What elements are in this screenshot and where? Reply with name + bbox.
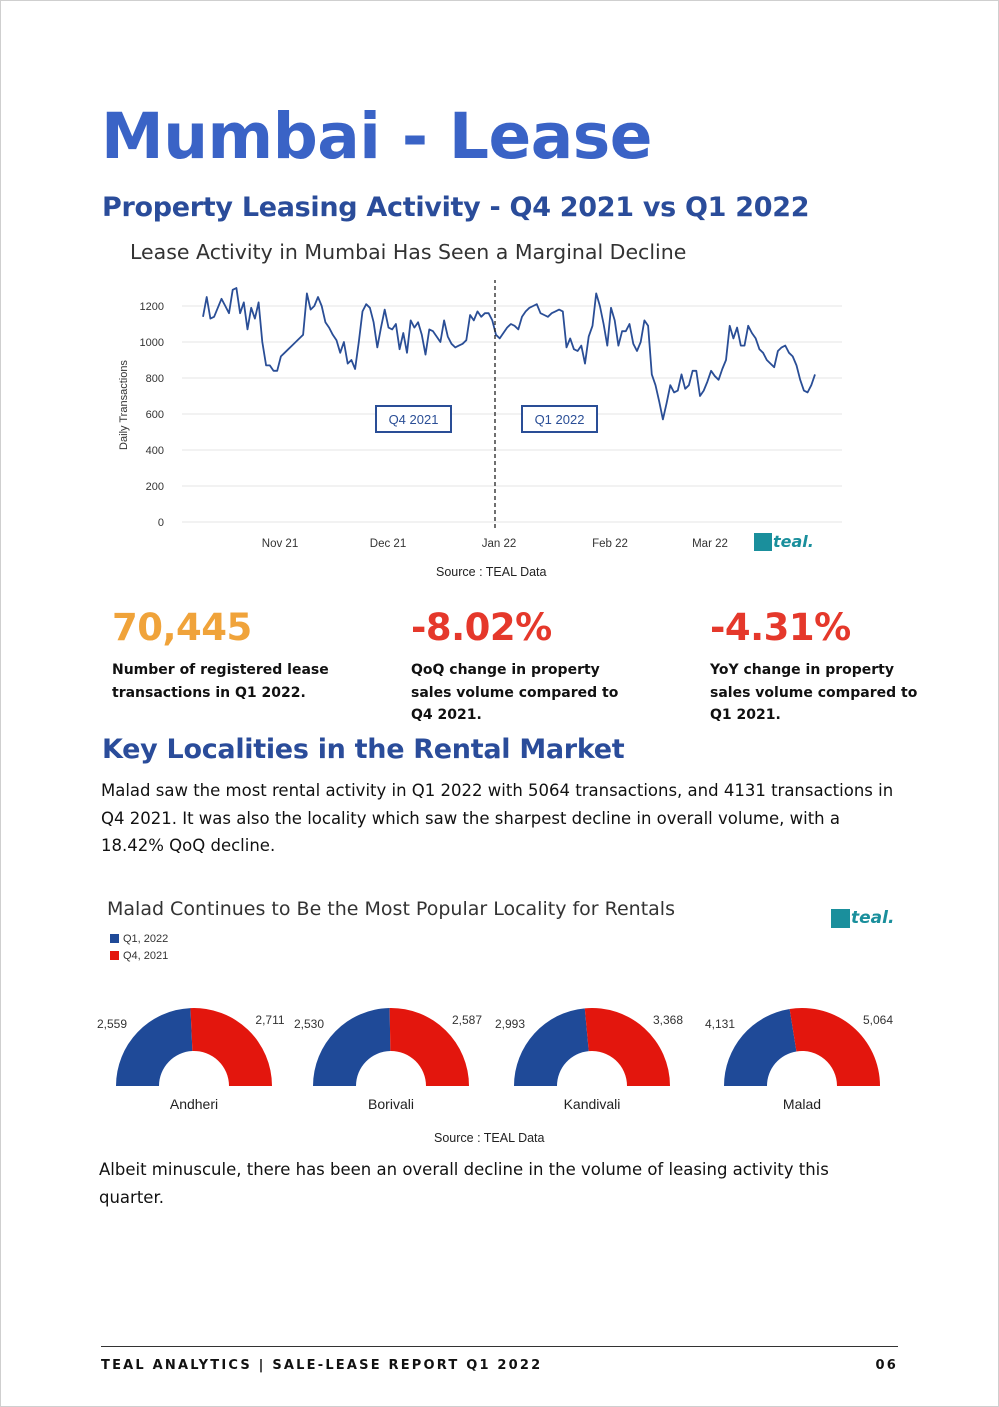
y-tick-label: 600 [146, 409, 164, 421]
stat-value: -4.31% [710, 606, 851, 649]
gauge-chart: 2,559 2,711 Andheri 2,530 2,587 Borivali 2,993… [97, 1008, 893, 1112]
gauge-segment-q1 [514, 1008, 589, 1086]
legend-label: Q1, 2022 [123, 932, 169, 945]
value-label-q1: 2,559 [97, 1017, 127, 1031]
category-label: Malad [783, 1096, 821, 1112]
value-label-q4: 3,368 [653, 1013, 683, 1027]
x-tick-label: Nov 21 [262, 538, 298, 550]
x-tick-label: Feb 22 [592, 538, 628, 550]
value-label-q1: 2,993 [495, 1017, 525, 1031]
category-label: Andheri [170, 1096, 218, 1112]
line-chart: 0 200 400 600 800 1000 1200 Daily Transactions N… [118, 280, 842, 550]
annotation-label: Q1 2022 [535, 412, 585, 427]
category-label: Kandivali [564, 1096, 621, 1112]
stat-description: YoY change in property sales volume comp… [710, 662, 918, 723]
gauge-legend: Q1, 2022 Q4, 2021 [110, 930, 168, 964]
gauge-andheri: 2,559 2,711 Andheri [97, 1008, 285, 1112]
gauge-segment-q4 [190, 1008, 272, 1086]
stat-value: 70,445 [112, 606, 252, 649]
gauge-segment-q1 [116, 1008, 193, 1086]
teal-logo-square [831, 908, 850, 928]
paragraph-conclusion: Albeit minuscule, there has been an over… [99, 1160, 829, 1207]
gauge-segment-q4 [789, 1008, 880, 1086]
value-label-q4: 5,064 [863, 1013, 893, 1027]
x-tick-label: Dec 21 [370, 538, 406, 550]
stat-transactions: 70,445 Number of registered lease transa… [112, 606, 332, 704]
annotation-box [375, 405, 452, 433]
paragraph-localities: Malad saw the most rental activity in Q1… [101, 781, 894, 855]
annotation-box [521, 405, 598, 433]
series-line [202, 287, 816, 421]
gauge-segment-q1 [724, 1008, 797, 1086]
y-tick-label: 400 [146, 445, 164, 457]
value-label-q4: 2,711 [255, 1013, 284, 1027]
stat-value: -8.02% [411, 606, 552, 649]
footer-page-number: 06 [875, 1358, 898, 1373]
y-tick-label: 1200 [140, 301, 164, 313]
stat-qoq-change: -8.02% QoQ change in property sales volu… [411, 606, 631, 727]
legend-label: Q4, 2021 [123, 949, 169, 962]
gauge-malad: 4,131 5,064 Malad [705, 1008, 893, 1112]
page-title: Mumbai - Lease [101, 100, 653, 173]
gauge-chart-source: Source : TEAL Data [434, 1131, 545, 1145]
value-label-q1: 2,530 [294, 1017, 324, 1031]
teal-logo-text: teal. [773, 532, 814, 551]
y-tick-label: 800 [146, 373, 164, 385]
page-subtitle: Property Leasing Activity - Q4 2021 vs Q… [102, 192, 810, 223]
teal-logo-text: teal. [851, 908, 895, 928]
stat-description: Number of registered lease transactions … [112, 662, 329, 701]
gauge-segment-q4 [389, 1008, 469, 1086]
legend-swatch [110, 934, 119, 943]
x-tick-label: Mar 22 [692, 538, 728, 550]
y-tick-label: 1000 [140, 337, 164, 349]
x-tick-label: Jan 22 [482, 538, 517, 550]
gauge-borivali: 2,530 2,587 Borivali [294, 1008, 482, 1112]
line-chart-title: Lease Activity in Mumbai Has Seen a Marg… [130, 240, 687, 264]
footer-divider [101, 1346, 898, 1347]
legend-item-q4: Q4, 2021 [110, 947, 168, 964]
y-tick-label: 200 [146, 481, 164, 493]
y-axis-label: Daily Transactions [118, 360, 130, 450]
value-label-q4: 2,587 [452, 1013, 482, 1027]
value-label-q1: 4,131 [705, 1017, 735, 1031]
annotation-label: Q4 2021 [389, 412, 439, 427]
gauge-kandivali: 2,993 3,368 Kandivali [495, 1008, 683, 1112]
line-chart-source: Source : TEAL Data [436, 565, 547, 579]
teal-logo: teal. [831, 908, 894, 928]
y-tick-label: 0 [158, 517, 164, 529]
teal-logo-square [754, 532, 772, 551]
teal-logo: teal. [754, 532, 814, 551]
legend-swatch [110, 951, 119, 960]
annotation-q1-2022: Q1 2022 [521, 405, 598, 433]
gauge-chart-title: Malad Continues to Be the Most Popular L… [107, 898, 675, 920]
category-label: Borivali [368, 1096, 414, 1112]
stat-yoy-change: -4.31% YoY change in property sales volu… [710, 606, 930, 727]
stat-description: QoQ change in property sales volume comp… [411, 662, 619, 723]
annotation-q4-2021: Q4 2021 [375, 405, 452, 433]
legend-item-q1: Q1, 2022 [110, 930, 168, 947]
gauge-segment-q4 [584, 1008, 670, 1086]
section-title: Key Localities in the Rental Market [102, 734, 625, 765]
footer-report-name: TEAL ANALYTICS | SALE-LEASE REPORT Q1 20… [101, 1358, 543, 1373]
gauge-segment-q1 [313, 1008, 391, 1086]
